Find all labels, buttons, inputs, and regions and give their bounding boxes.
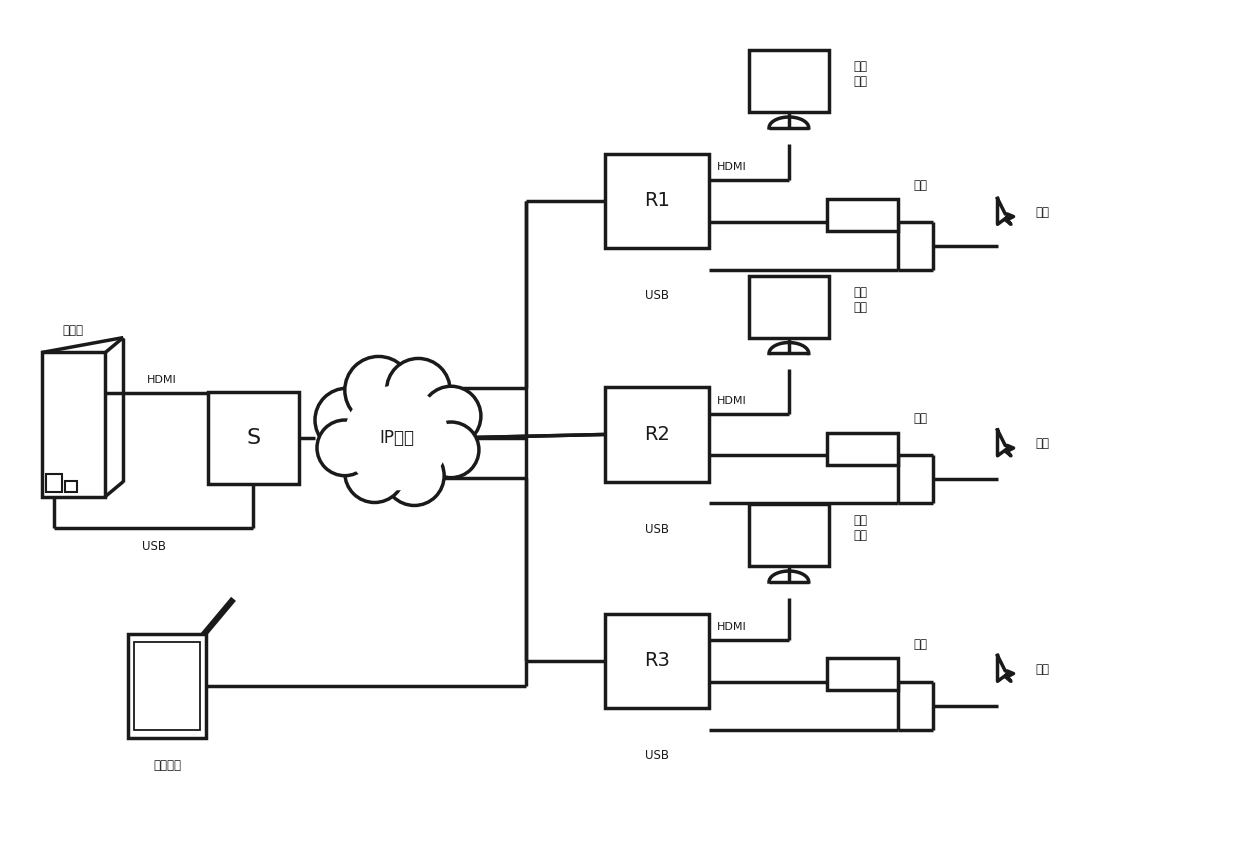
- Text: USB: USB: [646, 290, 669, 302]
- Bar: [64, 481, 77, 492]
- Text: R1: R1: [644, 192, 670, 210]
- Bar: [826, 199, 898, 231]
- Text: HDMI: HDMI: [716, 622, 746, 632]
- Bar: [208, 392, 299, 484]
- Circle shape: [317, 420, 373, 475]
- Text: 鼠标: 鼠标: [1036, 206, 1049, 219]
- Bar: [134, 642, 199, 730]
- Text: 计算机: 计算机: [62, 324, 83, 337]
- Bar: [750, 504, 829, 566]
- Text: 键盘: 键盘: [913, 412, 927, 425]
- Bar: [46, 474, 62, 492]
- Polygon shape: [997, 430, 1014, 456]
- Text: S: S: [247, 428, 260, 448]
- Text: 显示
设备: 显示 设备: [854, 285, 867, 314]
- Circle shape: [344, 386, 449, 490]
- Bar: [826, 659, 898, 690]
- Circle shape: [421, 386, 481, 446]
- Bar: [750, 276, 829, 337]
- Bar: [826, 433, 898, 464]
- Circle shape: [384, 446, 444, 505]
- Text: 鼠标: 鼠标: [1036, 437, 1049, 451]
- Polygon shape: [997, 655, 1014, 682]
- Text: USB: USB: [141, 539, 166, 553]
- Text: 鼠标: 鼠标: [1036, 663, 1049, 676]
- Circle shape: [387, 359, 450, 422]
- Text: 键盘: 键盘: [913, 179, 927, 192]
- Text: HDMI: HDMI: [146, 375, 176, 385]
- Text: R2: R2: [644, 425, 670, 444]
- Text: 键盘: 键盘: [913, 637, 927, 651]
- Circle shape: [315, 389, 379, 452]
- Text: 显示
设备: 显示 设备: [854, 60, 867, 89]
- Circle shape: [344, 356, 413, 424]
- Circle shape: [424, 422, 479, 478]
- Bar: [750, 50, 829, 112]
- Polygon shape: [997, 199, 1014, 224]
- Bar: [605, 154, 710, 248]
- Text: USB: USB: [646, 750, 669, 763]
- Text: HDMI: HDMI: [716, 162, 746, 172]
- Text: R3: R3: [644, 652, 670, 671]
- Text: HDMI: HDMI: [716, 396, 746, 406]
- Bar: [605, 388, 710, 481]
- Text: IP网络: IP网络: [379, 429, 414, 447]
- Bar: [42, 353, 105, 497]
- Text: USB: USB: [646, 523, 669, 536]
- Text: 管理终端: 管理终端: [152, 759, 181, 772]
- Text: 显示
设备: 显示 设备: [854, 515, 867, 543]
- Bar: [605, 613, 710, 708]
- Circle shape: [344, 443, 404, 503]
- Bar: [128, 634, 206, 738]
